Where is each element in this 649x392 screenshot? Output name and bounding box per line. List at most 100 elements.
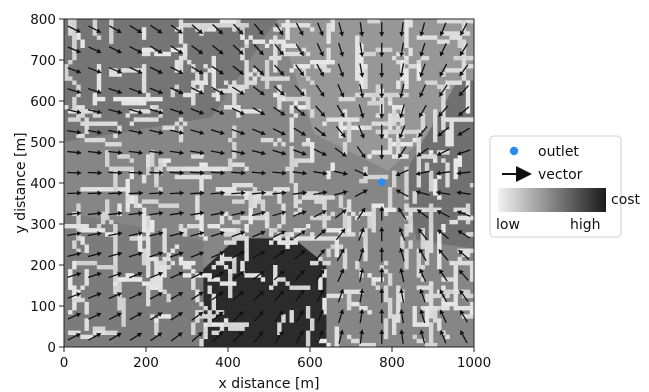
- cost-streak-cell: [461, 64, 467, 69]
- cost-streak-cell: [129, 236, 134, 241]
- vector-arrow: [108, 251, 123, 258]
- cost-streak-cell: [301, 195, 307, 200]
- cost-streak-cell: [232, 228, 237, 233]
- vector-arrow: [337, 63, 345, 78]
- cost-streak-cell: [453, 68, 458, 73]
- cost-streak-cell: [355, 35, 360, 40]
- vector-arrow: [439, 330, 447, 344]
- vector-arrow: [354, 189, 368, 198]
- cost-streak-cell: [387, 117, 393, 122]
- cost-streak-cell: [146, 252, 151, 258]
- cost-streak-cell: [457, 256, 462, 262]
- cost-streak-cell: [334, 117, 339, 122]
- vector-arrow: [334, 208, 347, 219]
- cost-streak-cell: [121, 322, 126, 327]
- vector-arrow: [272, 170, 287, 176]
- cost-streak-cell: [232, 236, 237, 241]
- cost-streak-cell: [187, 60, 192, 65]
- cost-streak-cell: [453, 55, 458, 61]
- vector-arrow: [150, 332, 163, 342]
- cost-streak-cell: [191, 326, 196, 331]
- cost-streak-cell: [433, 121, 438, 126]
- cost-streak-cell: [207, 285, 212, 290]
- vector-arrow: [438, 105, 449, 117]
- cost-streak-cell: [375, 129, 380, 135]
- cost-streak-cell: [404, 248, 409, 253]
- cost-streak-cell: [371, 174, 376, 180]
- cost-streak-cell: [465, 306, 471, 311]
- cost-streak-cell: [490, 105, 494, 109]
- vector-arrow: [294, 85, 305, 97]
- cost-streak-cell: [404, 252, 409, 258]
- cost-streak-cell: [269, 228, 274, 233]
- cost-streak-cell: [441, 39, 446, 44]
- cost-streak-cell: [330, 27, 335, 32]
- cost-streak-cell: [363, 240, 368, 245]
- cost-streak-cell: [375, 150, 380, 155]
- cost-streak-cell: [371, 150, 376, 155]
- cost-streak-cell: [346, 121, 352, 126]
- cost-streak-cell: [113, 244, 118, 249]
- cost-streak-cell: [310, 322, 315, 327]
- cost-streak-cell: [404, 84, 409, 89]
- cost-streak-cell: [64, 68, 69, 73]
- cost-streak-cell: [244, 68, 249, 73]
- vector-arrow: [294, 269, 305, 281]
- cost-streak-cell: [330, 244, 335, 249]
- cost-streak-cell: [100, 326, 106, 331]
- cost-streak-cell: [182, 121, 188, 126]
- cost-streak-cell: [342, 146, 348, 151]
- cost-streak-cell: [465, 80, 471, 85]
- cost-streak-cell: [281, 47, 286, 53]
- cost-streak-cell: [289, 162, 294, 167]
- cost-streak-cell: [293, 183, 298, 188]
- cost-streak-cell: [469, 183, 474, 188]
- cost-streak-cell: [191, 166, 196, 171]
- cost-streak-cell: [199, 80, 204, 85]
- cost-streak-cell: [416, 178, 421, 184]
- cost-streak-cell: [375, 19, 380, 24]
- cost-streak-cell: [273, 60, 278, 65]
- cost-streak-cell: [236, 199, 241, 204]
- vector-arrow: [108, 312, 122, 320]
- cost-streak-cell: [277, 96, 282, 102]
- cost-streak-cell: [269, 137, 274, 143]
- cost-streak-cell: [326, 252, 331, 258]
- cost-streak-cell: [293, 158, 298, 163]
- cost-streak-cell: [232, 256, 237, 262]
- cost-streak-cell: [478, 294, 482, 298]
- cost-streak-cell: [453, 80, 458, 85]
- cost-streak-cell: [96, 330, 102, 335]
- cost-streak-cell: [244, 191, 249, 196]
- cost-streak-cell: [150, 96, 155, 102]
- cost-streak-cell: [236, 113, 241, 118]
- cost-streak-cell: [478, 232, 482, 236]
- vector-arrow: [438, 269, 448, 282]
- cost-streak-cell: [503, 56, 507, 60]
- cost-streak-cell: [137, 248, 143, 253]
- cost-streak-cell: [84, 318, 89, 323]
- cost-streak-cell: [162, 244, 167, 249]
- cost-streak-cell: [486, 290, 490, 294]
- cost-streak-cell: [281, 39, 286, 44]
- vector-arrow: [337, 84, 345, 98]
- cost-streak-cell: [346, 207, 352, 212]
- cost-streak-cell: [133, 236, 139, 241]
- cost-streak-cell: [383, 318, 389, 323]
- cost-streak-cell: [420, 154, 426, 159]
- vector-arrow: [108, 210, 123, 216]
- cost-streak-cell: [244, 60, 249, 65]
- cost-streak-cell: [240, 269, 245, 274]
- cost-streak-cell: [461, 215, 467, 221]
- cost-streak-cell: [170, 88, 175, 94]
- vector-arrow: [379, 145, 385, 160]
- cost-streak-cell: [170, 47, 175, 53]
- cost-streak-cell: [338, 244, 344, 249]
- cost-streak-cell: [392, 183, 397, 188]
- cost-streak-cell: [318, 215, 323, 221]
- cost-streak-cell: [346, 203, 352, 208]
- cost-streak-cell: [301, 105, 307, 110]
- cost-streak-cell: [117, 277, 122, 282]
- cost-streak-cell: [285, 27, 290, 32]
- cost-streak-cell: [400, 76, 405, 81]
